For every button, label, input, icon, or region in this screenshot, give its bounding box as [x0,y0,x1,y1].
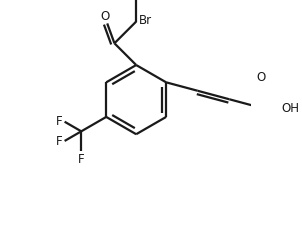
Text: F: F [56,135,63,148]
Text: Br: Br [139,14,152,27]
Text: O: O [256,70,265,83]
Text: F: F [56,115,63,128]
Text: O: O [101,9,110,22]
Text: F: F [78,153,85,166]
Text: OH: OH [281,102,299,115]
